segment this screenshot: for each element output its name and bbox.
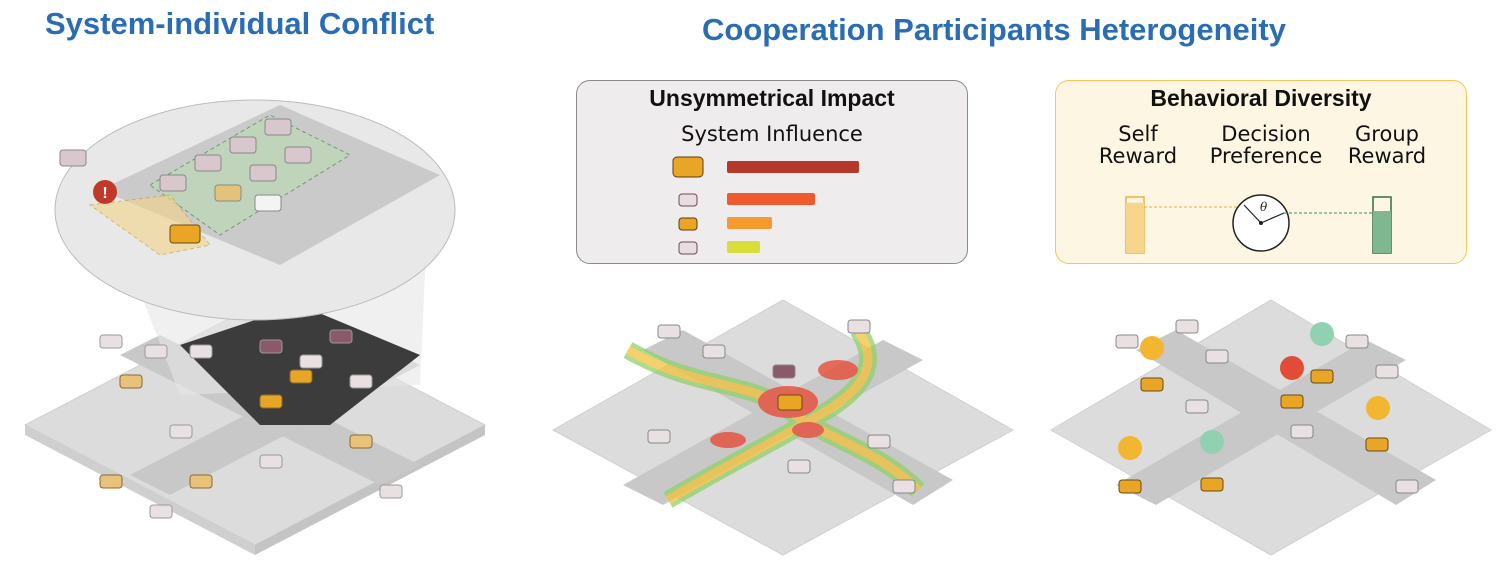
theta-symbol: θ bbox=[1260, 200, 1268, 214]
heatmap-scene bbox=[551, 299, 1015, 556]
system-influence-label: System Influence bbox=[681, 122, 863, 146]
road-vertical bbox=[1116, 340, 1406, 505]
car-icon-medium bbox=[678, 193, 698, 207]
behavioral-diversity-panel: Behavioral Diversity Self Reward Decisio… bbox=[1055, 80, 1467, 264]
road-vertical bbox=[623, 340, 923, 505]
title-cooperation-heterogeneity: Cooperation Participants Heterogeneity bbox=[702, 12, 1286, 47]
impact-car-icons bbox=[672, 156, 704, 255]
influence-bar-3 bbox=[727, 217, 772, 229]
decision-preference-line2: Preference bbox=[1209, 144, 1323, 168]
title-system-individual-conflict: System-individual Conflict bbox=[45, 6, 435, 41]
preference-diagram: θ bbox=[1125, 194, 1392, 254]
cars-in-heatmap bbox=[647, 319, 916, 494]
influence-bar-4 bbox=[727, 241, 760, 253]
neutral-face-icon bbox=[1200, 430, 1224, 454]
group-reward-fill bbox=[1373, 211, 1391, 253]
car-icon-tiny bbox=[678, 241, 698, 255]
emotion-icons bbox=[1118, 322, 1390, 460]
cars-in-bubble bbox=[59, 118, 312, 212]
alert-icon bbox=[93, 180, 117, 204]
dial-needle-group bbox=[1260, 212, 1285, 224]
happy-face-icon bbox=[1366, 396, 1390, 420]
happy-face-icon bbox=[1140, 336, 1164, 360]
yellow-cars-scene bbox=[99, 369, 373, 489]
influence-bar-2 bbox=[727, 193, 815, 205]
group-reward-line1: Group bbox=[1355, 122, 1419, 146]
influence-bar-1 bbox=[727, 161, 859, 173]
conflict-scene: ! bbox=[23, 99, 487, 555]
yellow-cars-diversity bbox=[1118, 369, 1389, 494]
yellow-car bbox=[169, 224, 201, 244]
dial-needle-self bbox=[1243, 204, 1262, 224]
impact-panel-title: Unsymmetrical Impact bbox=[649, 85, 895, 111]
self-reward-line1: Self bbox=[1118, 122, 1158, 146]
diversity-scene bbox=[1050, 299, 1492, 556]
group-reward-line2: Reward bbox=[1347, 144, 1427, 168]
group-reward-label: Group Reward bbox=[1327, 123, 1447, 167]
happy-face-icon bbox=[1118, 436, 1142, 460]
self-reward-fill bbox=[1126, 202, 1144, 253]
neutral-face-icon bbox=[1310, 322, 1334, 346]
diversity-panel-title: Behavioral Diversity bbox=[1150, 85, 1372, 111]
angry-face-icon bbox=[1280, 356, 1304, 380]
car-icon-large bbox=[672, 156, 704, 178]
unsymmetrical-impact-panel: Unsymmetrical Impact System Influence bbox=[576, 80, 968, 264]
decision-preference-label: Decision Preference bbox=[1206, 123, 1326, 167]
cars-in-diversity bbox=[1115, 319, 1419, 494]
self-reward-line2: Reward bbox=[1098, 144, 1178, 168]
self-reward-label: Self Reward bbox=[1078, 123, 1198, 167]
cars-in-scene bbox=[99, 329, 403, 519]
car-icon-small bbox=[678, 217, 698, 231]
decision-preference-line1: Decision bbox=[1221, 122, 1311, 146]
svg-text:!: ! bbox=[102, 185, 107, 202]
yellow-car bbox=[777, 394, 803, 411]
